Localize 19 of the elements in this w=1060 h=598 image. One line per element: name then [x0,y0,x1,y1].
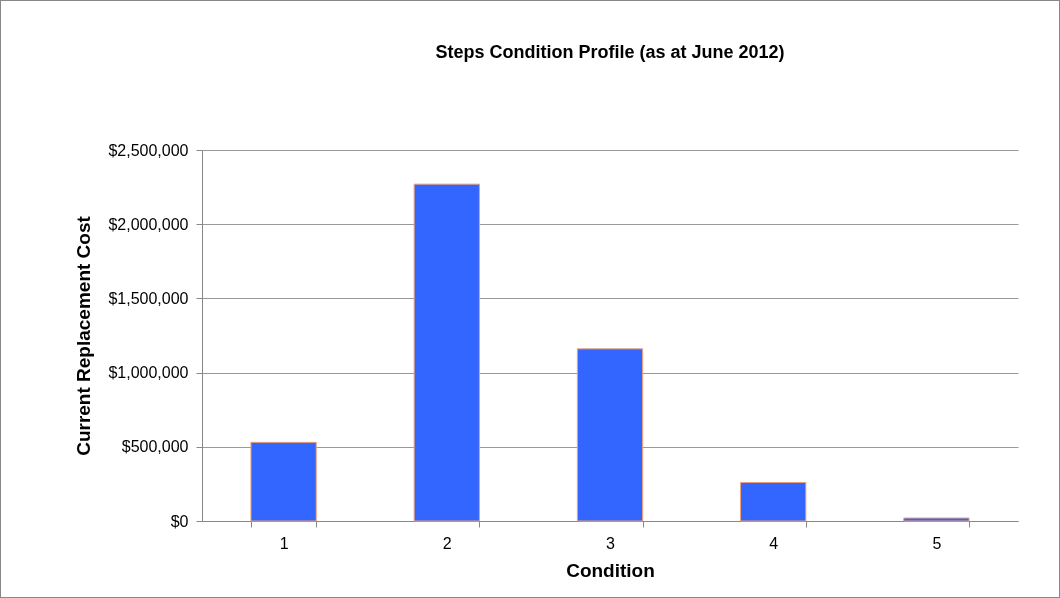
y-tick-label: $1,000,000 [108,364,189,382]
y-tick-label: $1,500,000 [108,289,189,307]
chart-title: Steps Condition Profile (as at June 2012) [435,42,785,62]
y-tick-label: $500,000 [121,438,189,456]
x-axis-title: Condition [566,559,655,581]
bar [576,348,644,522]
x-tick-label: 3 [606,534,616,552]
bar [903,517,970,522]
x-tick-label: 2 [442,534,452,552]
bar [250,441,317,522]
bar [740,481,807,522]
y-axis-title: Current Replacement Cost [73,215,95,456]
x-tick-label: 4 [769,534,779,552]
y-tick-label: $2,000,000 [108,215,189,233]
y-tick-label: $2,500,000 [108,141,189,159]
bar [413,183,480,522]
y-tick-label: $0 [170,512,189,530]
x-tick-label: 1 [279,534,289,552]
x-tick-label: 5 [932,534,942,552]
